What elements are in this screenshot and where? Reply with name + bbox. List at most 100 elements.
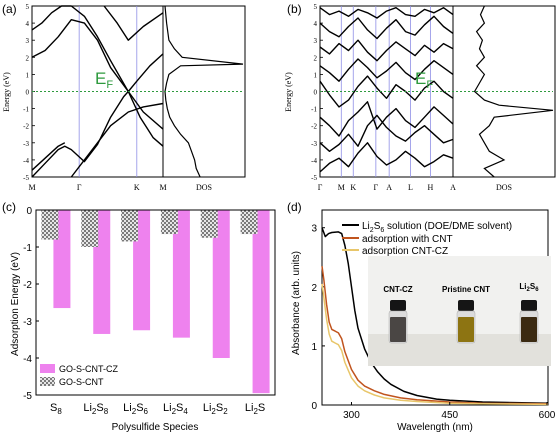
bar-go-s-cnt-cz bbox=[212, 210, 230, 358]
vial-label-li2s6: Li2S6 bbox=[519, 282, 539, 293]
ytick-label: -3 bbox=[23, 317, 32, 328]
panel-c: (c) Adsorption Energy (eV) 0 -1 -2 -3 -4 -5 S… bbox=[2, 200, 276, 433]
band-curve bbox=[31, 19, 164, 130]
x-axis-label-d: Wavelength (nm) bbox=[397, 422, 473, 433]
ytick-label: 2 bbox=[26, 54, 30, 62]
ytick-label: -4 bbox=[23, 157, 29, 165]
bar-go-s-cnt bbox=[160, 210, 178, 235]
legend-swatch-go-s-cnt bbox=[40, 377, 55, 386]
dos-line bbox=[164, 5, 244, 178]
kpoint-label: Γ bbox=[374, 183, 379, 192]
panel-a: (a) Energy (eV) 5 4 3 2 1 0 -1 -2 -3 -4 -5 EF M Γ K M… bbox=[2, 2, 246, 192]
ytick-label: 4 bbox=[26, 20, 30, 28]
yticks-b: 5 4 3 2 1 0 -1 -2 -3 -4 -5 bbox=[311, 3, 323, 182]
band-curves-a bbox=[31, 5, 164, 178]
ytick-label: -3 bbox=[311, 140, 317, 148]
ytick-label: -5 bbox=[311, 174, 317, 182]
band-curve bbox=[127, 91, 164, 147]
ytick-label: -3 bbox=[23, 140, 29, 148]
vial-label-pristine-cnt: Pristine CNT bbox=[442, 285, 490, 294]
ytick-label: -5 bbox=[23, 174, 29, 182]
vial-photo-inset: CNT-CZ Pristine CNT Li2S6 bbox=[368, 256, 551, 366]
band-curve bbox=[319, 6, 454, 19]
legend-label-cnt: adsorption with CNT bbox=[362, 234, 453, 245]
absorbance-line bbox=[321, 227, 549, 404]
band-curve bbox=[319, 75, 454, 108]
panel-label-c: (c) bbox=[2, 200, 16, 214]
ytick-label: -5 bbox=[23, 391, 32, 402]
ytick-label: 1 bbox=[311, 342, 317, 353]
bar-go-s-cnt bbox=[121, 210, 139, 242]
band-curve bbox=[319, 58, 454, 82]
ytick-label: -2 bbox=[23, 280, 32, 291]
dos-line bbox=[473, 5, 554, 178]
kpoint-label: Γ bbox=[318, 183, 323, 192]
fermi-label-b: EF bbox=[415, 69, 433, 91]
axes-frame-c bbox=[35, 209, 276, 396]
panel-label-a: (a) bbox=[2, 2, 17, 16]
xtick-label: Li2S8 bbox=[83, 402, 108, 416]
ytick-label: 1 bbox=[26, 71, 30, 79]
bar-go-s-cnt bbox=[81, 210, 99, 247]
ytick-label: -4 bbox=[311, 157, 317, 165]
band-curve bbox=[103, 5, 164, 41]
xtick-label: 300 bbox=[343, 410, 360, 421]
ytick-label: 0 bbox=[26, 89, 30, 97]
xticks-d: 300 450 600 bbox=[343, 402, 556, 421]
ytick-label: -2 bbox=[311, 123, 317, 131]
y-axis-label-c: Adsorption Energy (eV) bbox=[10, 252, 21, 356]
absorbance-line bbox=[321, 283, 549, 406]
dos-curve-a bbox=[164, 5, 244, 178]
fermi-label-a: EF bbox=[95, 69, 113, 91]
ytick-label: -2 bbox=[23, 123, 29, 131]
vial-pristine-cnt bbox=[456, 300, 476, 344]
absorbance-curves-d bbox=[321, 227, 549, 406]
vial-li2s6 bbox=[519, 300, 539, 344]
ytick-label: 2 bbox=[311, 283, 317, 294]
xtick-label: S8 bbox=[50, 402, 62, 416]
band-curve bbox=[319, 15, 454, 40]
kpoint-label: M bbox=[159, 183, 166, 192]
ytick-label: -1 bbox=[23, 106, 29, 114]
bar-go-s-cnt bbox=[240, 210, 258, 235]
kpoint-label: K bbox=[134, 183, 140, 192]
band-curves-b bbox=[319, 6, 454, 173]
kpoint-label: M bbox=[338, 183, 345, 192]
kpoint-label: Γ bbox=[77, 183, 82, 192]
absorbance-line bbox=[321, 265, 549, 405]
ytick-label: 1 bbox=[314, 71, 318, 79]
ytick-label: 3 bbox=[311, 224, 317, 235]
band-curve bbox=[319, 142, 454, 173]
ytick-label: -1 bbox=[23, 243, 32, 254]
band-curve bbox=[127, 53, 164, 92]
ytick-label: 0 bbox=[26, 206, 32, 217]
kpoint-label: K bbox=[350, 183, 356, 192]
y-axis-label-d: Absorbance (arb. units) bbox=[291, 251, 302, 355]
x-axis-label-c: Polysulfide Species bbox=[112, 422, 199, 433]
panel-d: (d) Absorbance (arb. units) 0 1 2 3 300 450 6… bbox=[287, 200, 556, 433]
ytick-label: 3 bbox=[26, 37, 30, 45]
legend-label-li2s6: Li2S6 solution (DOE/DME solvent) bbox=[362, 221, 512, 234]
legend-label-go-s-cnt: GO-S-CNT bbox=[59, 377, 104, 387]
y-axis-label-b: Energy (eV) bbox=[285, 72, 293, 112]
ytick-label: 2 bbox=[314, 54, 318, 62]
band-curve bbox=[31, 91, 129, 178]
dos-frame-a bbox=[162, 5, 246, 178]
legend-swatch-go-s-cnt-cz bbox=[40, 364, 55, 373]
bar-go-s-cnt-cz bbox=[252, 210, 270, 394]
xtick-label: Li2S4 bbox=[163, 402, 188, 416]
panel-label-b: (b) bbox=[287, 2, 302, 16]
dos-label-b: DOS bbox=[496, 183, 512, 192]
vial-cnt-cz bbox=[388, 300, 408, 344]
ytick-label: 0 bbox=[314, 89, 318, 97]
xtick-label: Li2S2 bbox=[203, 402, 228, 416]
legend-d: Li2S6 solution (DOE/DME solvent) adsorpt… bbox=[342, 221, 512, 257]
xtick-label: Li2S6 bbox=[123, 402, 148, 416]
ytick-label: 0 bbox=[311, 401, 317, 412]
band-curve bbox=[31, 142, 66, 171]
yticks-c: 0 -1 -2 -3 -4 -5 bbox=[23, 206, 39, 402]
kpoint-label: A bbox=[386, 183, 392, 192]
bar-go-s-cnt bbox=[41, 210, 59, 240]
